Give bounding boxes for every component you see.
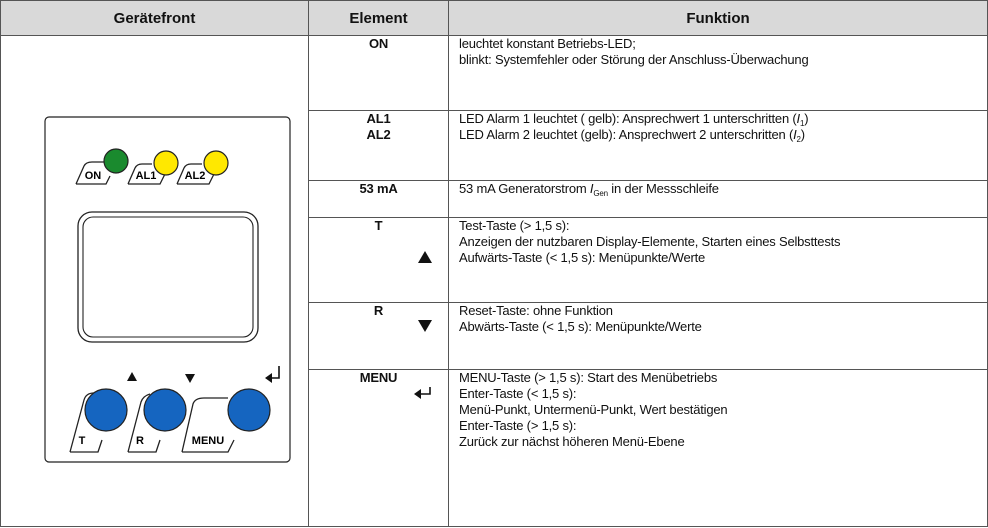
text: ): [800, 127, 805, 142]
function-line: Test-Taste (> 1,5 s):: [459, 218, 987, 234]
row: R Reset-Taste: ohne Funktion Abwärts-Tas…: [1, 302, 988, 370]
text: blinkt: Systemfehler oder Störung der An…: [459, 52, 809, 67]
element: R: [373, 303, 384, 318]
display: [77, 211, 259, 343]
led-tag: [127, 163, 166, 185]
function-line: LED Alarm 1 leuchtet ( gelb): Ansprechwe…: [459, 111, 987, 128]
led-tag: [176, 163, 215, 185]
button-r: [143, 388, 187, 432]
text: Zurück zur nächst höheren Menü-Ebene: [459, 434, 685, 449]
row: T Test-Taste (> 1,5 s): Anzeigen der nut…: [1, 217, 988, 303]
element: AL1: [366, 111, 391, 126]
device-label: AL2: [185, 170, 206, 182]
function-line: LED Alarm 2 leuchtet (gelb): Ansprechwer…: [459, 127, 987, 144]
symbol: I: [793, 127, 797, 142]
element: MENU: [359, 370, 398, 385]
row: AL1 AL2 LED Alarm 1 leuchtet ( gelb): Ans…: [1, 110, 988, 181]
text: Menü-Punkt, Untermenü-Punkt, Wert bestät…: [459, 402, 728, 417]
function-line: Enter-Taste (> 1,5 s):: [459, 418, 987, 434]
text: Enter-Taste (> 1,5 s):: [459, 418, 577, 433]
column-header: Funktion: [448, 0, 988, 36]
function-line: 53 mA Generatorstrom IGen in der Messsch…: [459, 181, 987, 198]
function-line: Enter-Taste (< 1,5 s):: [459, 386, 987, 402]
text: Aufwärts-Taste (< 1,5 s): Menüpunkte/Wer…: [459, 250, 706, 265]
text: in der Messschleife: [607, 181, 719, 196]
device-label: ON: [85, 170, 102, 182]
function-line: blinkt: Systemfehler oder Störung der An…: [459, 52, 987, 68]
text: 53 mA Generatorstrom: [459, 181, 590, 196]
button-t: [84, 388, 128, 432]
device-label: AL1: [136, 170, 157, 182]
up-arrow: [418, 251, 432, 263]
text: ): [804, 111, 809, 126]
function-line: Abwärts-Taste (< 1,5 s): Menüpunkte/Wert…: [459, 319, 987, 335]
function-line: Anzeigen der nutzbaren Display-Elemente,…: [459, 234, 987, 250]
text: Test-Taste (> 1,5 s):: [459, 218, 570, 233]
down-arrow: [418, 320, 432, 332]
function-line: Menü-Punkt, Untermenü-Punkt, Wert bestät…: [459, 402, 987, 418]
text: leuchtet konstant Betriebs-LED;: [459, 36, 636, 51]
row: MENU MENU-Taste (> 1,5 s): Start des Men…: [1, 369, 988, 527]
column-header: Element: [308, 0, 449, 36]
element: ON: [368, 36, 389, 51]
text: MENU-Taste (> 1,5 s): Start des Menübetr…: [459, 370, 718, 385]
enter-arrow: [270, 366, 280, 379]
function-line: Zurück zur nächst höheren Menü-Ebene: [459, 434, 987, 450]
element: T: [374, 218, 383, 233]
row: 53 mA 53 mA Generatorstrom IGen in der M…: [1, 180, 988, 218]
header-row: Gerätefront Element Funktion: [0, 0, 988, 36]
text: LED Alarm 2 leuchtet (gelb): Ansprechwer…: [459, 127, 794, 142]
subscript: Gen: [593, 189, 608, 198]
up-arrow: [127, 372, 137, 381]
text: Abwärts-Taste (< 1,5 s): Menüpunkte/Wert…: [459, 319, 702, 334]
symbol: I: [796, 111, 801, 126]
button-tag: [181, 397, 235, 453]
button-tag: [69, 392, 103, 453]
text: Anzeigen der nutzbaren Display-Elemente,…: [459, 234, 841, 249]
column-header: Gerätefront: [0, 0, 309, 36]
button-tag: [127, 393, 161, 453]
text: Reset-Taste: ohne Funktion: [459, 303, 613, 318]
device-label: T: [79, 435, 86, 447]
enter-arrow: [414, 387, 431, 399]
button-menu: [227, 388, 271, 432]
led-tag: [75, 161, 111, 185]
text: LED Alarm 1 leuchtet ( gelb): Ansprechwe…: [459, 111, 797, 126]
element: 53 mA: [359, 181, 398, 196]
led-al2: [203, 150, 229, 176]
subscript: 2: [796, 135, 801, 144]
enter-arrow-head: [265, 373, 272, 383]
symbol: I: [589, 181, 594, 196]
display-inner: [82, 216, 254, 338]
led-on: [103, 148, 129, 174]
device-front: ON AL1 AL2 T R MENU: [44, 116, 291, 463]
text: Enter-Taste (< 1,5 s):: [459, 386, 577, 401]
led-al1: [153, 150, 179, 176]
device-frame: [44, 116, 291, 463]
subscript: 1: [799, 119, 805, 128]
down-arrow: [185, 374, 195, 383]
device-label: MENU: [192, 435, 224, 447]
element: AL2: [366, 127, 391, 142]
function-line: leuchtet konstant Betriebs-LED;: [459, 36, 987, 52]
function-line: Aufwärts-Taste (< 1,5 s): Menüpunkte/Wer…: [459, 250, 987, 266]
function-line: MENU-Taste (> 1,5 s): Start des Menübetr…: [459, 370, 987, 386]
function-line: Reset-Taste: ohne Funktion: [459, 303, 987, 319]
device-label: R: [136, 435, 144, 447]
